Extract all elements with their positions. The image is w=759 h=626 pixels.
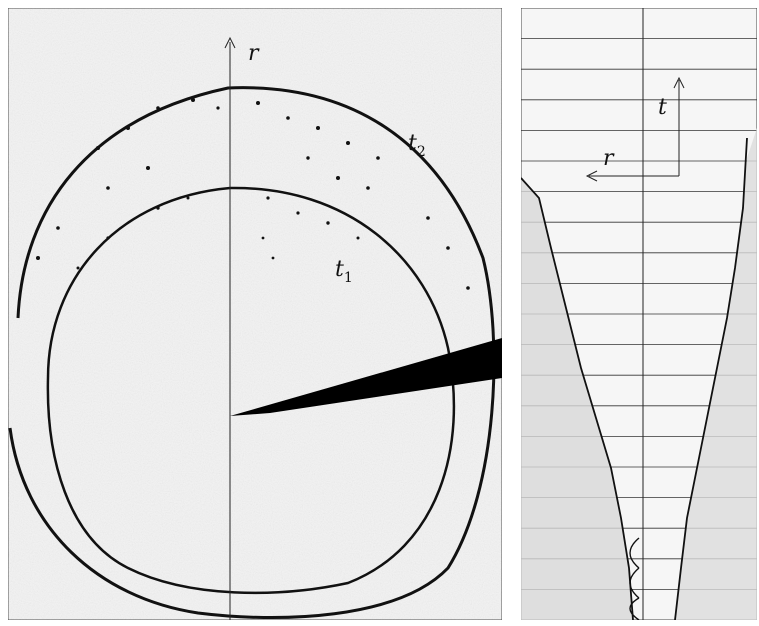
left-front-envelope <box>521 178 633 620</box>
r-axis-label: r <box>248 41 260 66</box>
r-axis-arrowhead <box>224 36 236 49</box>
right-front-trace <box>674 137 748 620</box>
label-t2: t2 <box>408 131 426 160</box>
bubble-image: r t2 t1 <box>8 8 502 620</box>
left-front-trace <box>521 177 634 620</box>
t-axis-arrowhead <box>673 76 685 89</box>
t-axis-label: t <box>658 95 667 120</box>
bubble-caps <box>629 537 640 620</box>
bubble-image-panel: r t2 t1 <box>8 8 502 620</box>
needle <box>230 338 502 416</box>
r-axis-arrowhead-right <box>585 170 598 182</box>
time-strip-image: t r <box>521 8 757 620</box>
image-grain <box>8 8 502 620</box>
inner-front-t1 <box>46 186 456 595</box>
time-strip-panel: t r <box>521 8 757 620</box>
droplets <box>36 98 470 290</box>
label-t1: t1 <box>335 257 353 286</box>
r-axis-label-right: r <box>603 146 615 171</box>
